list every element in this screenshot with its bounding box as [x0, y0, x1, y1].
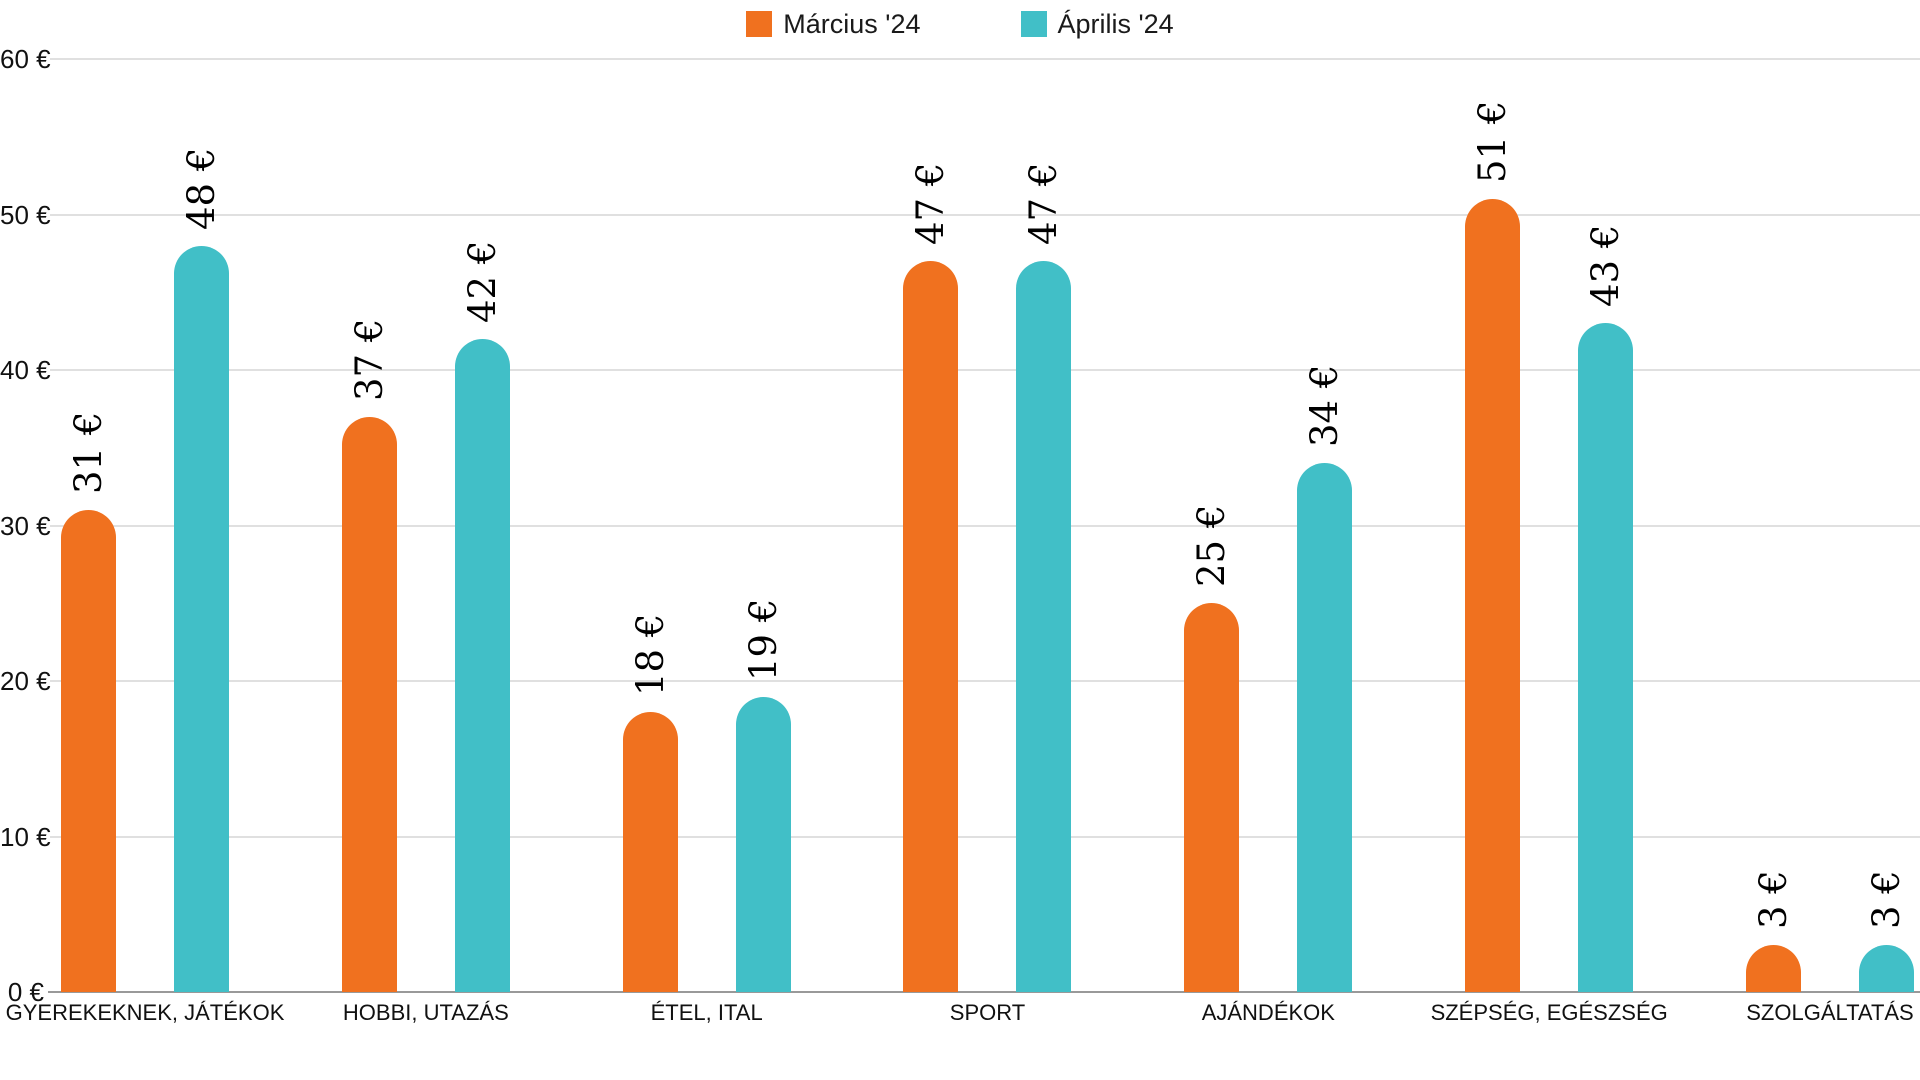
gridline — [50, 524, 1920, 527]
bar-value-label: 31 € — [67, 411, 110, 494]
x-axis-category-label: SZOLGÁLTATÁS — [1746, 1000, 1914, 1025]
bar-value-label: 48 € — [180, 147, 223, 230]
bar-aprilis-24-gyerekeknek-jatekok[interactable] — [174, 245, 229, 992]
x-axis-category-label: AJÁNDÉKOK — [1201, 1000, 1335, 1025]
legend-swatch-icon — [746, 11, 773, 37]
y-axis-tick-label: 40 € — [0, 355, 51, 385]
bar-value-label: 37 € — [347, 318, 391, 401]
bar-value-label: 47 € — [1022, 162, 1066, 246]
y-axis-tick-label: 20 € — [0, 666, 51, 696]
bar-value-label: 51 € — [1471, 100, 1515, 183]
bar-marcius-24-gyerekeknek-jatekok[interactable] — [61, 509, 116, 992]
legend-label: Március '24 — [783, 8, 921, 39]
y-axis-tick-label: 0 € — [7, 977, 44, 1007]
gridline — [50, 680, 1920, 682]
bar-aprilis-24-etel-ital[interactable] — [735, 696, 791, 992]
bar-marcius-24-szepseg-egeszseg[interactable] — [1465, 198, 1521, 992]
gridline — [50, 369, 1920, 371]
gridline — [50, 213, 1920, 216]
legend-swatch-icon — [1020, 11, 1047, 37]
gridline — [50, 835, 1920, 838]
bar-value-label: 3 € — [1864, 870, 1908, 930]
y-axis-tick-label: 50 € — [0, 199, 51, 230]
x-axis-category-label: GYEREKEKNEK, JÁTÉKOK — [5, 1000, 285, 1025]
bar-value-label: 19 € — [741, 598, 785, 681]
bar-value-label: 25 € — [1190, 504, 1234, 588]
bar-aprilis-24-szepseg-egeszseg[interactable] — [1578, 323, 1634, 992]
bar-value-label: 43 € — [1584, 224, 1628, 308]
x-axis-category-label: ÉTEL, ITAL — [650, 1000, 763, 1025]
bar-value-label: 42 € — [460, 240, 504, 323]
x-axis-category-label: SPORT — [949, 1000, 1026, 1025]
chart-legend: Március '24 Április '24 — [0, 6, 1920, 42]
legend-item-marcius-24[interactable]: Március '24 — [746, 8, 921, 40]
x-axis-category-label: SZÉPSÉG, EGÉSZSÉG — [1430, 1000, 1668, 1025]
bar-aprilis-24-ajandekok[interactable] — [1297, 463, 1353, 992]
bar-marcius-24-sport[interactable] — [903, 261, 959, 992]
y-axis-tick-label: 60 € — [0, 44, 51, 74]
bar-value-label: 47 € — [909, 162, 953, 246]
legend-label: Április '24 — [1057, 8, 1174, 39]
bar-value-label: 34 € — [1303, 364, 1347, 448]
bar-marcius-24-szolgaltatas[interactable] — [1745, 945, 1801, 992]
bar-aprilis-24-hobbi-utazas[interactable] — [454, 338, 510, 992]
bar-aprilis-24-sport[interactable] — [1016, 261, 1072, 992]
y-axis-tick-label: 30 € — [0, 510, 51, 541]
bar-value-label: 3 € — [1751, 870, 1795, 930]
x-axis-category-label: HOBBI, UTAZÁS — [342, 1000, 509, 1025]
legend-item-aprilis-24[interactable]: Április '24 — [1020, 8, 1174, 40]
bar-marcius-24-etel-ital[interactable] — [622, 712, 678, 992]
x-axis-line — [48, 991, 1920, 993]
bar-marcius-24-ajandekok[interactable] — [1184, 603, 1240, 992]
bar-aprilis-24-szolgaltatas[interactable] — [1858, 945, 1914, 992]
y-axis-tick-label: 10 € — [0, 821, 51, 852]
bar-marcius-24-hobbi-utazas[interactable] — [341, 416, 397, 992]
gridline — [50, 58, 1920, 60]
bar-value-label: 18 € — [628, 613, 672, 697]
